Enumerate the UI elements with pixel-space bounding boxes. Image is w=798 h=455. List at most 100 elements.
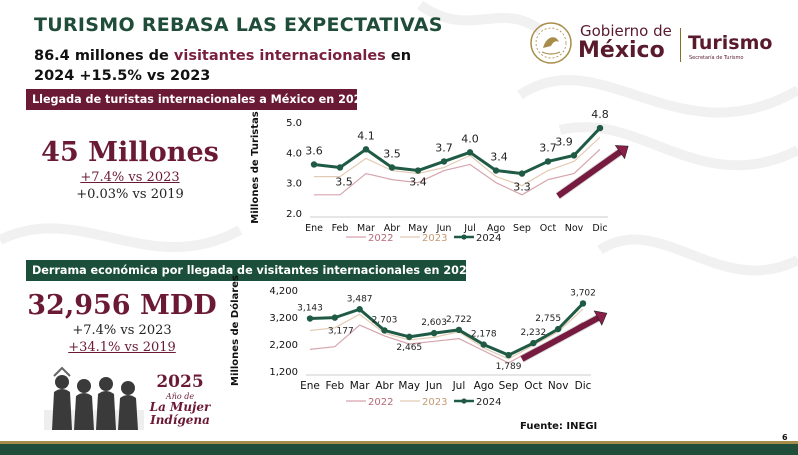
x-tick-label: Ene: [305, 223, 323, 234]
y-tick-label: 5.0: [286, 118, 302, 129]
trend-arrow-shaft: [520, 315, 600, 362]
series-2023-line: [314, 136, 601, 187]
data-label-2024: 3,143: [297, 304, 323, 314]
footer-bar: [0, 441, 798, 455]
data-label-2024: 2,703: [372, 315, 398, 325]
series-2024-point: [530, 339, 537, 347]
x-tick-label: Nov: [548, 380, 569, 392]
data-label-2024: 3.7: [435, 141, 453, 154]
kpi-revenue-vs2019: +34.1% vs 2019: [68, 340, 176, 355]
data-label-2024: 2,465: [396, 343, 422, 353]
x-tick-label: Ago: [474, 380, 494, 392]
x-tick-label: Nov: [565, 223, 584, 234]
series-2024-line: [309, 302, 585, 357]
y-tick-label: 4.0: [286, 148, 302, 159]
series-2024-point: [518, 170, 526, 177]
logo-line1: Gobierno de: [580, 22, 672, 40]
x-tick-label: Dic: [575, 380, 592, 392]
x-tick-label: Jun: [425, 380, 442, 392]
series-2024-point: [356, 306, 363, 313]
subtitle-pre: 86.4 millones de: [34, 48, 174, 64]
trend-arrow-outline: [555, 148, 623, 200]
data-label-2024: 3.9: [555, 135, 573, 148]
gobierno-logo: Gobierno de México Turismo Secretaría de…: [528, 18, 788, 74]
series-2024-point: [336, 164, 344, 171]
data-label-2024: 4.8: [591, 108, 609, 121]
data-label-2024: 3.5: [383, 148, 401, 161]
x-tick-label: Oct: [524, 380, 542, 392]
x-tick-label: Jul: [463, 223, 475, 234]
logo-line2: México: [578, 38, 665, 63]
data-label-2024: 3,487: [347, 294, 373, 304]
series-2024-point: [466, 149, 474, 156]
series-2024-point: [544, 158, 552, 165]
series-2024-point: [505, 351, 512, 359]
badge-line1: Año de: [165, 392, 195, 401]
series-2023-line: [309, 308, 584, 360]
data-label-2024: 3.7: [539, 141, 557, 154]
data-label-2024: 3.5: [335, 176, 353, 189]
x-tick-label: Ene: [300, 380, 320, 392]
x-tick-label: May: [398, 380, 420, 392]
y-tick-label: 2,200: [269, 340, 298, 351]
y-tick-label: 4,200: [269, 286, 298, 297]
x-tick-label: Jun: [436, 223, 452, 234]
data-label-2024: 2,232: [520, 328, 546, 338]
x-tick-label: Abr: [375, 380, 394, 392]
series-2024-point: [381, 327, 388, 334]
series-2024-point: [331, 314, 339, 321]
legend-label-2023: 2023: [422, 233, 447, 244]
y-axis-label: Millones de Turistas: [250, 111, 261, 224]
series-2024-point: [406, 333, 413, 341]
x-tick-label: Mar: [350, 380, 370, 392]
trend-arrow-head: [614, 145, 629, 160]
legend-label-2022: 2022: [368, 233, 393, 244]
series-2024-point: [414, 167, 422, 174]
x-tick-label: Mar: [357, 223, 375, 234]
x-tick-label: Feb: [326, 380, 345, 392]
legend-marker-2024: [461, 398, 467, 404]
section1-banner: Llegada de turistas internacionales a Mé…: [26, 89, 369, 110]
series-2024-point: [480, 341, 487, 348]
x-tick-label: Abr: [384, 223, 401, 234]
data-label-2024: 2,603: [421, 318, 447, 328]
x-tick-label: Feb: [332, 223, 349, 234]
legend-label-2023: 2023: [422, 397, 447, 408]
footer-stripe: [0, 441, 798, 444]
section2-banner: Derrama económica por llegada de visitan…: [26, 260, 475, 281]
data-label-2024: 2,178: [471, 330, 497, 340]
subtitle-highlight: visitantes internacionales: [173, 48, 386, 64]
data-label-2024: 4.0: [461, 132, 479, 145]
series-2024-point: [554, 325, 562, 333]
data-label-2024: 3.4: [409, 176, 427, 189]
x-tick-label: Dic: [592, 223, 607, 234]
trend-arrow-outline: [520, 314, 600, 363]
legend-label-2022: 2022: [368, 397, 393, 408]
legend-label-2024: 2024: [476, 233, 501, 244]
series-2024-point: [388, 164, 396, 171]
trend-arrow-shaft: [556, 149, 622, 199]
badge-line2: La Mujer: [149, 400, 211, 414]
series-2024-point: [362, 146, 370, 153]
y-axis-label: Millones de Dólares: [229, 275, 241, 386]
indigenous-women-illustration: [44, 366, 144, 430]
y-tick-label: 2.0: [286, 209, 302, 220]
data-label-2024: 2,755: [535, 314, 561, 324]
badge-line3: Indígena: [150, 413, 210, 427]
kpi-tourists: 45 Millones +7.4% vs 2023 +0.03% vs 2019: [30, 137, 230, 202]
series-2024-point: [310, 161, 318, 168]
data-label-2024: 3,177: [328, 327, 354, 337]
x-tick-label: Sep: [513, 223, 531, 234]
series-2024-point: [596, 124, 604, 132]
y-tick-label: 1,200: [269, 367, 298, 378]
x-tick-label: Sep: [499, 380, 519, 392]
kpi-revenue-value: 32,956 MDD: [27, 290, 217, 321]
series-2024-point: [492, 167, 500, 174]
slide-title: TURISMO REBASA LAS EXPECTATIVAS: [34, 14, 443, 36]
x-tick-label: Jul: [452, 380, 466, 392]
source-note: Fuente: INEGI: [520, 421, 598, 432]
x-tick-label: Ago: [487, 223, 506, 234]
